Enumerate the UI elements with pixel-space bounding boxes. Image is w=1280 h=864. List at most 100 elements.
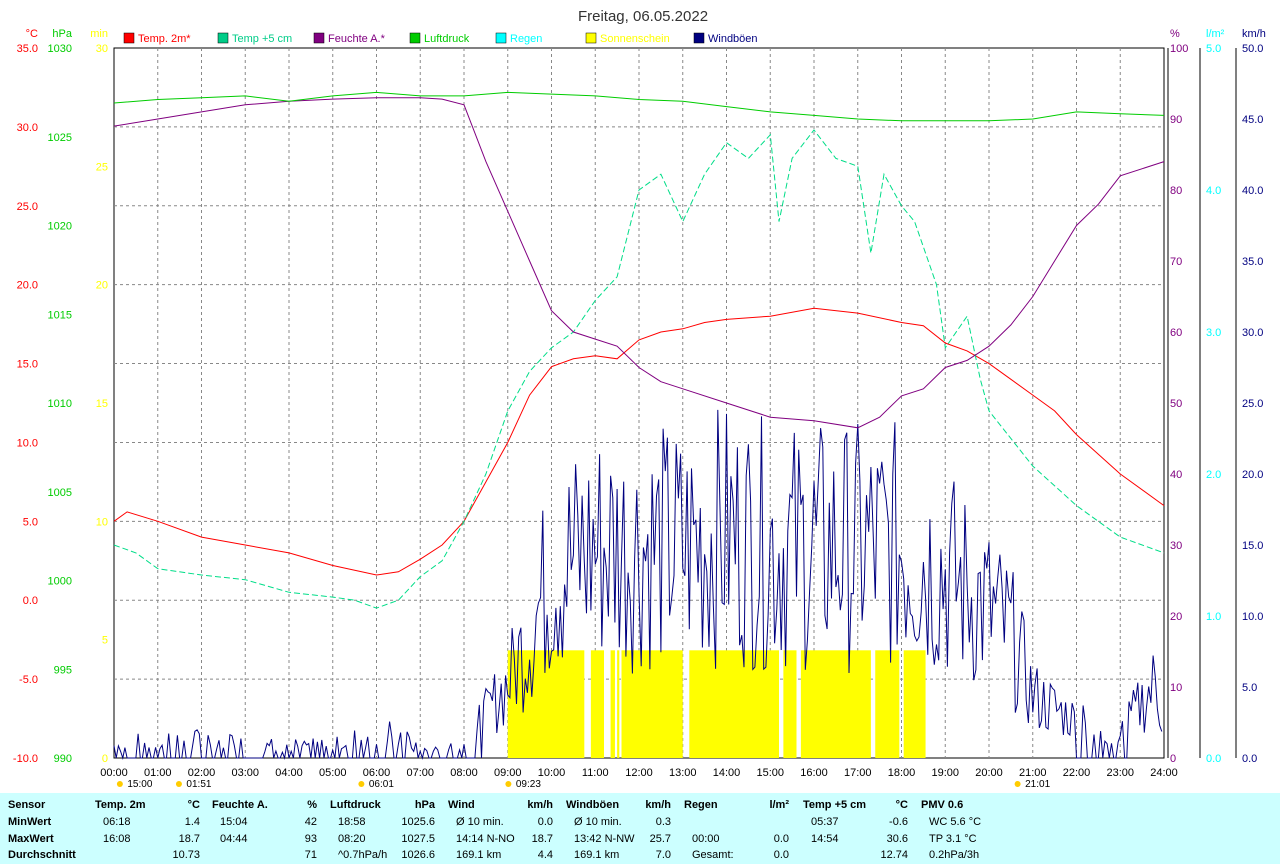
wind-tick: 20.0 [1242,469,1263,481]
press-tick: 1030 [48,43,72,55]
rain-tick: 3.0 [1206,327,1221,339]
wind-tick: 30.0 [1242,327,1263,339]
hum-tick: 40 [1170,469,1182,481]
table-cell-value: 0.3 [655,816,671,828]
rain-tick: 4.0 [1206,185,1221,197]
legend-item: Temp +5 cm [217,32,292,45]
legend-item: Temp. 2m* [123,32,191,45]
wind-tick: 40.0 [1242,185,1263,197]
temp-tick: 5.0 [23,516,38,528]
table-cell-value: 30.6 [886,833,908,845]
series-temp-5-cm [113,129,1165,609]
x-tick: 12:00 [625,767,653,779]
table-cell-sub: 06:18 [103,816,131,828]
table-header-unit: °C [187,799,200,811]
press-axis-unit: hPa [52,28,72,40]
sun-tick: 25 [96,161,108,173]
legend-swatch [585,32,597,44]
hum-tick: 80 [1170,185,1182,197]
table-header: Wind [448,799,475,811]
hum-tick: 20 [1170,611,1182,623]
table-header: Sensor [8,799,46,811]
table-header: PMV 0.6 [921,799,964,811]
sun-marker-label: 09:23 [516,779,541,790]
table-cell-value: 0.0 [773,849,789,861]
press-tick: 1020 [48,221,72,233]
temp-tick: 15.0 [17,359,38,371]
legend-label: Feuchte A.* [328,33,386,45]
press-tick: 1015 [48,309,72,321]
table-header: Regen [684,799,718,811]
sun-marker-label: 01:51 [186,779,211,790]
chart-title: Freitag, 06.05.2022 [578,8,708,25]
x-tick: 20:00 [975,767,1003,779]
table-header: Temp +5 cm [803,799,867,811]
hum-tick: 100 [1170,43,1188,55]
x-tick: 11:00 [582,767,609,779]
legend-item: Feuchte A.* [313,32,386,45]
x-tick: 01:00 [144,767,172,779]
table-header-unit: km/h [645,799,671,811]
press-tick: 995 [54,664,72,676]
table-cell-sub: 18:58 [338,816,366,828]
wind-tick: 5.0 [1242,682,1257,694]
sun-marker-icon [358,781,365,787]
axes: °C 35.0 30.0 25.0 20.0 15.0 10.0 5.0 0.0 -5.0 -10.… [13,28,1266,765]
table-cell-sub: 05:37 [811,816,839,828]
temp-tick: -5.0 [19,674,38,686]
legend-swatch [495,32,507,44]
rain-tick: 2.0 [1206,469,1221,481]
legend: Temp. 2m* Temp +5 cm Feuchte A.* Luftdruck R… [123,32,758,45]
wind-tick: 45.0 [1242,114,1263,126]
table-header: Feuchte A. [212,799,268,811]
sun-marker-label: 15:00 [127,779,152,790]
x-tick: 14:00 [713,767,741,779]
press-tick: 990 [54,753,72,765]
table-cell-value: 93 [304,833,317,845]
x-tick: 18:00 [888,767,916,779]
table-cell-sub: TP 3.1 °C [929,833,977,845]
x-tick: 05:00 [319,767,347,779]
table-row-label: Durchschnitt [8,849,76,861]
sunshine-bar [800,650,871,758]
table-cell-sub: 04:44 [220,833,248,845]
legend-label: Luftdruck [424,33,470,45]
sun-tick: 15 [96,398,108,410]
table-header-unit: hPa [414,799,435,811]
table-header-unit: km/h [527,799,553,811]
legend-label: Temp +5 cm [232,33,292,45]
x-tick: 07:00 [406,767,434,779]
sun-tick: 20 [96,280,108,292]
temp-tick: 35.0 [17,43,38,55]
sun-tick: 30 [96,43,108,55]
table-row-label: MinWert [8,816,52,828]
table-row-label: MaxWert [8,833,54,845]
table-cell-sub: 169.1 km [456,849,502,861]
stats-table: Sensor Temp. 2m °C Feuchte A.% Luftdruck hPa W… [0,793,1280,864]
x-tick: 04:00 [275,767,303,779]
table-cell-value: 18.7 [531,833,553,845]
legend-label: Windböen [708,33,758,45]
legend-swatch [123,32,135,44]
table-header: Windböen [566,799,620,811]
table-cell-sub: ^0.7hPa/h [338,849,388,861]
table-cell-value: 7.0 [655,849,671,861]
legend-label: Temp. 2m* [138,33,191,45]
x-tick: 16:00 [800,767,828,779]
table-cell-sub: 00:00 [692,833,720,845]
table-cell-sub: 14:54 [811,833,839,845]
temp-axis-unit: °C [26,28,38,40]
hum-tick: 50 [1170,398,1182,410]
table-header: Temp. 2m [95,799,146,811]
series-luftdruck [113,91,1165,122]
x-tick: 21:00 [1019,767,1047,779]
x-tick: 17:00 [844,767,872,779]
legend-label: Regen [510,33,542,45]
legend-swatch [693,32,705,44]
hum-tick: 10 [1170,682,1182,694]
hum-tick: 0 [1170,753,1176,765]
sunshine-bar [621,650,683,758]
hum-tick: 70 [1170,256,1182,268]
sun-axis-unit: min [90,28,108,40]
legend-swatch [217,32,229,44]
